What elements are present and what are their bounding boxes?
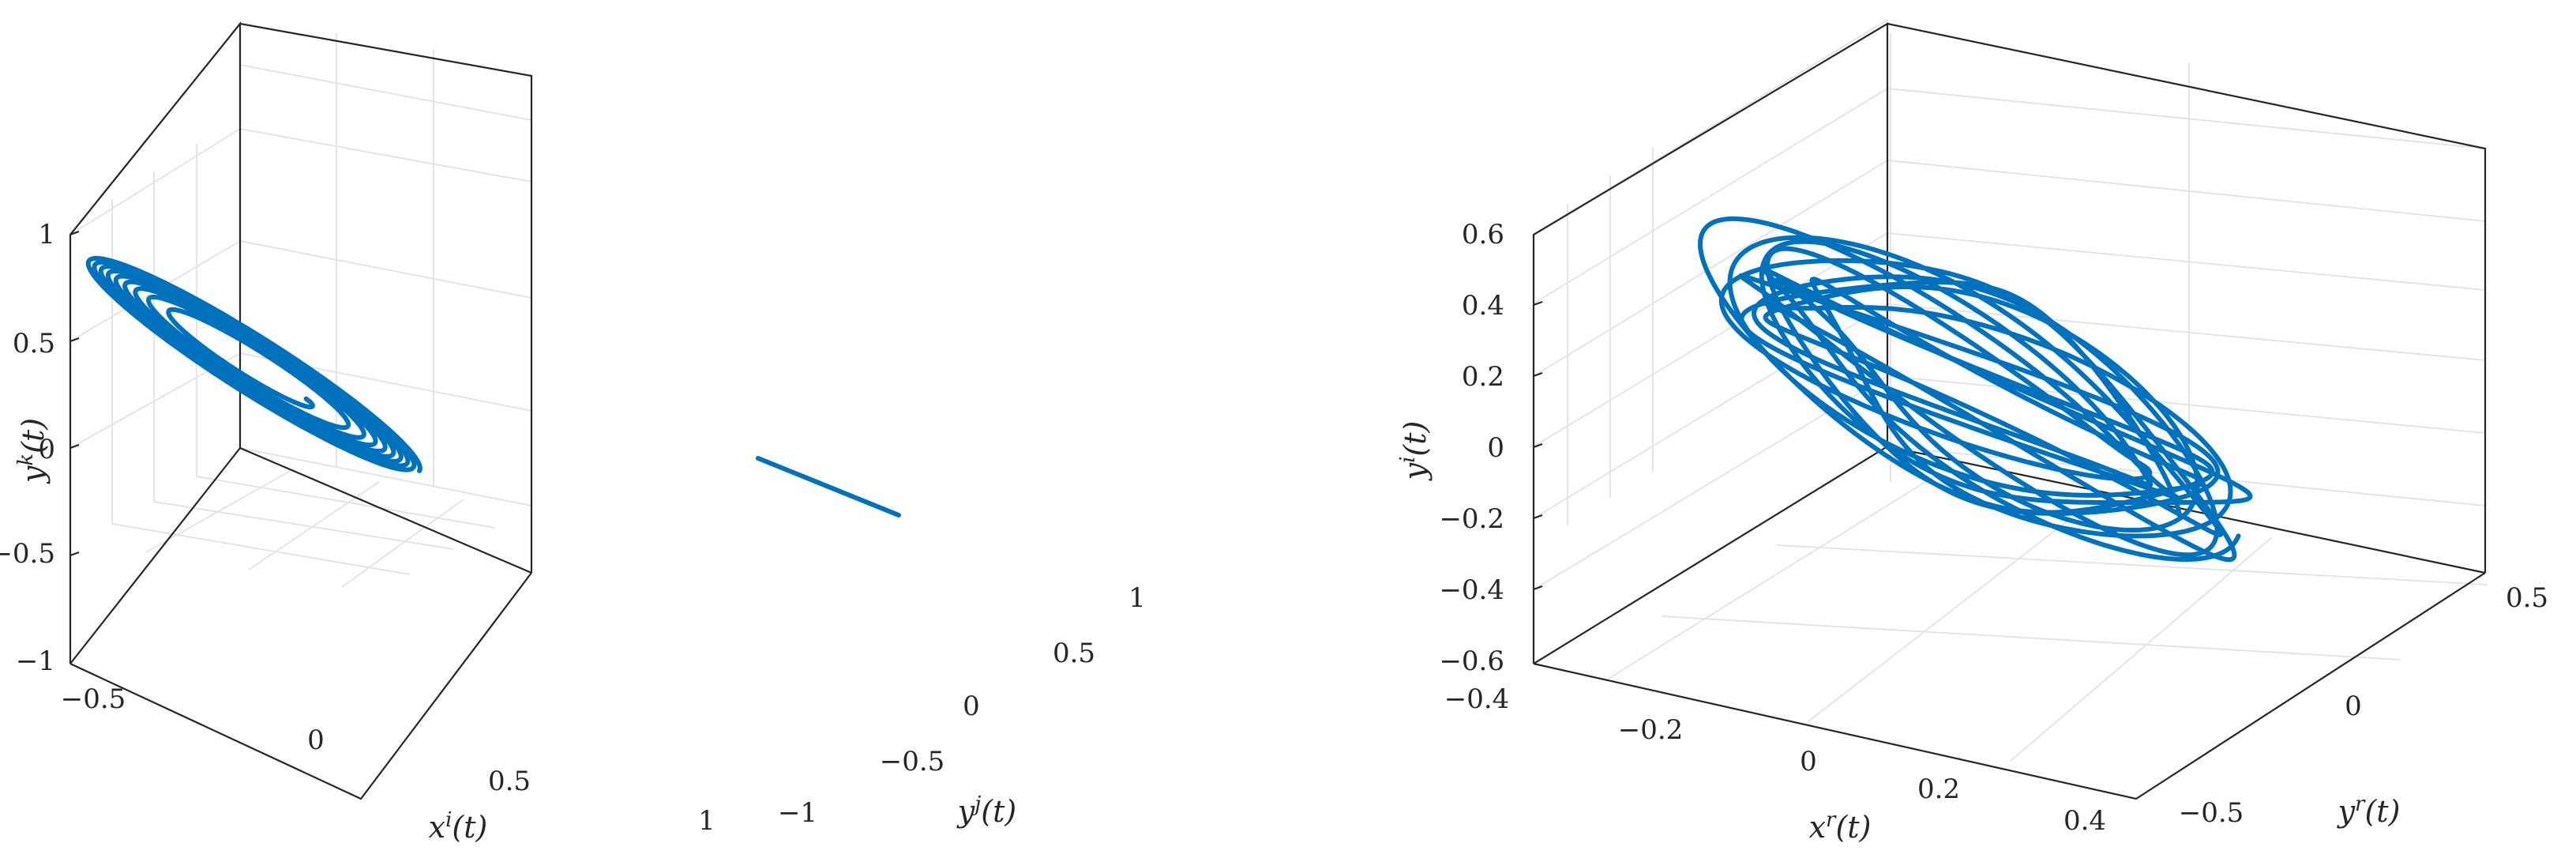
x-tick-label: 1 [698, 805, 715, 837]
x-tick-label: −0.4 [1444, 683, 1510, 715]
plot-left: 1 0.5 0 −0.5 −1 yk(t) −0.5 0 0.5 1 xi(t) [0, 21, 1146, 845]
x-tick-label: 0 [307, 725, 325, 756]
x-tick-label: −0.2 [1618, 714, 1684, 746]
z-tick-label: −0.2 [1439, 503, 1504, 535]
plot-right-trajectory [1698, 216, 2253, 563]
z-tick-label: −1 [16, 646, 55, 677]
plot-left-x-ticks: −0.5 0 0.5 1 [61, 683, 715, 837]
z-axis-label: yi(t) [1396, 421, 1433, 482]
z-tick-label: 0.2 [1462, 361, 1504, 393]
trajectory-left-loops [85, 255, 422, 473]
y-tick-label: 1 [1128, 582, 1146, 614]
plot-right-z-ticks: 0.6 0.4 0.2 0 −0.2 −0.4 −0.6 [1439, 219, 1543, 677]
x-tick-label: 0.5 [488, 766, 531, 797]
plot-right-y-ticks: −0.5 0 0.5 [2179, 582, 2548, 829]
y-tick-label: 0.5 [1053, 638, 1095, 669]
plot-left-trajectory [85, 255, 901, 518]
x-tick-label: 0.4 [2063, 805, 2106, 837]
x-tick-label: 0 [1800, 746, 1817, 777]
y-tick-label: −1 [778, 797, 817, 829]
z-axis-label: yk(t) [14, 418, 51, 484]
x-tick-label: 0.2 [1917, 774, 1960, 805]
plot-left-y-ticks: −1 −0.5 0 0.5 1 [778, 582, 1146, 829]
y-tick-label: 0.5 [2506, 582, 2548, 614]
plot-right-box [1532, 22, 2487, 800]
y-tick-label: 0 [963, 691, 980, 722]
plot-left-z-ticks: 1 0.5 0 −0.5 −1 [0, 219, 80, 677]
plot-right-grid [1533, 19, 2488, 762]
y-tick-label: 0 [2345, 691, 2362, 722]
trajectory-right-loops [1698, 216, 2253, 563]
plot-right-x-ticks: −0.4 −0.2 0 0.2 0.4 [1444, 683, 2106, 837]
z-tick-label: 0.6 [1462, 219, 1504, 250]
x-tick-label: −0.5 [61, 683, 126, 715]
x-axis-label: xi(t) [429, 808, 488, 845]
x-axis-label: xr(t) [1809, 808, 1872, 845]
z-tick-label: 0 [38, 434, 55, 465]
y-tick-label: −0.5 [880, 746, 945, 777]
plot-right: 0.6 0.4 0.2 0 −0.2 −0.4 −0.6 yi(t) −0.4 … [1396, 19, 2548, 845]
z-tick-label: 0.4 [1462, 290, 1504, 322]
plot-left-box [69, 21, 533, 800]
y-axis-label: yr(t) [2337, 792, 2401, 829]
z-tick-label: −0.6 [1439, 646, 1504, 677]
y-tick-label: −0.5 [2179, 797, 2244, 829]
z-tick-label: 0.5 [13, 328, 55, 359]
z-tick-label: −0.4 [1439, 574, 1504, 606]
trajectory-left-tail [756, 456, 901, 518]
z-tick-label: 0 [1487, 432, 1504, 464]
y-axis-label: yj(t) [956, 792, 1016, 829]
z-tick-label: 1 [38, 219, 55, 250]
z-tick-label: −0.5 [0, 538, 55, 570]
